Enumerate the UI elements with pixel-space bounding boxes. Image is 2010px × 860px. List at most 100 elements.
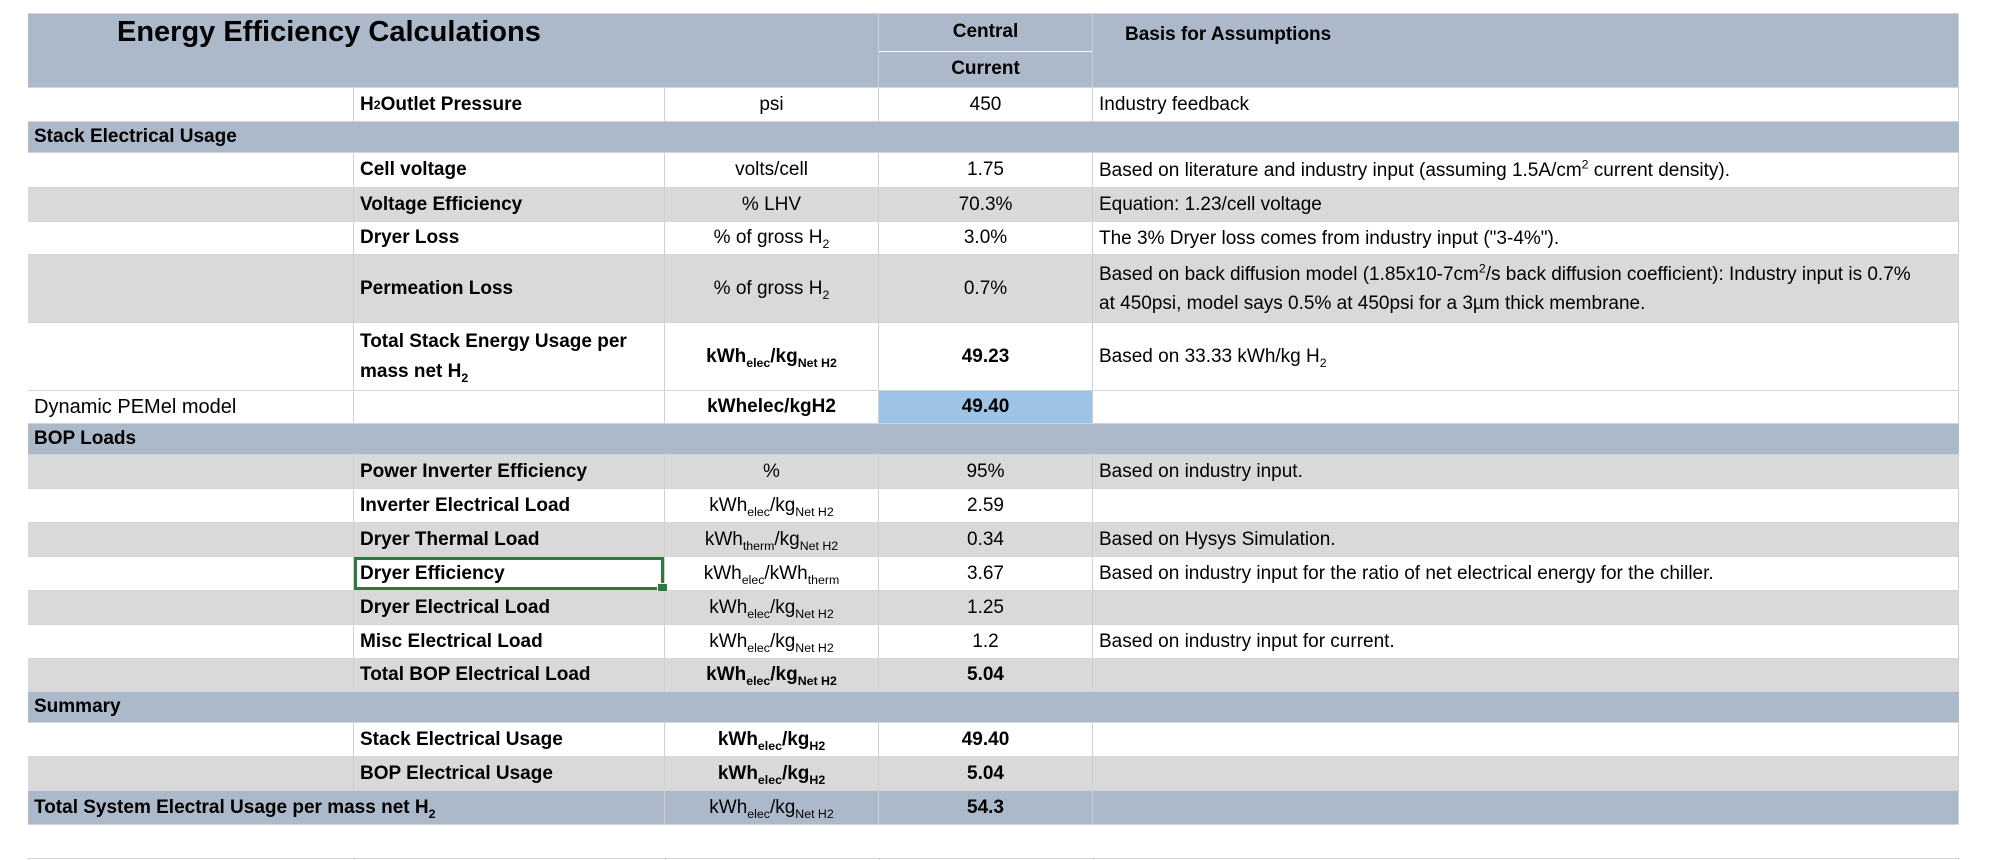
total-bop-unit[interactable]: kWhelec/kgNet H2 <box>665 659 879 691</box>
section-row-bop[interactable]: BOP Loads <box>28 424 1959 455</box>
inverter-efficiency-value[interactable]: 95% <box>879 455 1093 488</box>
cell-voltage-note[interactable]: Based on literature and industry input (… <box>1093 153 1959 187</box>
dryer-loss-unit[interactable]: % of gross H2 <box>665 222 879 254</box>
misc-electrical-note[interactable]: Based on industry input for current. <box>1093 625 1959 658</box>
inverter-efficiency-note[interactable]: Based on industry input. <box>1093 455 1959 488</box>
outlet-pressure-value[interactable]: 450 <box>879 88 1093 121</box>
cell-empty[interactable] <box>28 757 354 790</box>
misc-electrical-label[interactable]: Misc Electrical Load <box>354 625 665 658</box>
cell-empty[interactable] <box>28 523 354 556</box>
total-stack-energy-label[interactable]: Total Stack Energy Usage per mass net H2 <box>354 323 665 390</box>
header-central-cell[interactable]: Central Current <box>879 14 1093 87</box>
cell-empty[interactable] <box>28 625 354 658</box>
summary-stack-value[interactable]: 49.40 <box>879 723 1093 756</box>
outlet-pressure-note[interactable]: Industry feedback <box>1093 88 1959 121</box>
table-row-total-system[interactable]: Total System Electral Usage per mass net… <box>28 791 1959 825</box>
table-row-total-bop[interactable]: Total BOP Electrical Load kWhelec/kgNet … <box>28 659 1959 692</box>
cell-empty[interactable] <box>1093 489 1959 522</box>
summary-bop-unit[interactable]: kWhelec/kgH2 <box>665 757 879 790</box>
voltage-efficiency-label[interactable]: Voltage Efficiency <box>354 188 665 221</box>
sheet-row-empty[interactable] <box>28 0 1959 14</box>
permeation-loss-label[interactable]: Permeation Loss <box>354 255 665 322</box>
cell-empty[interactable] <box>354 391 665 423</box>
table-row-dryer-efficiency[interactable]: Dryer Efficiency kWhelec/kWhtherm 3.67 B… <box>28 557 1959 594</box>
cell-empty[interactable] <box>1093 591 1959 624</box>
header-row[interactable]: Central Current Basis for Assumptions <box>28 14 1959 88</box>
total-system-label[interactable]: Total System Electral Usage per mass net… <box>28 791 665 824</box>
table-row-misc-electrical[interactable]: Misc Electrical Load kWhelec/kgNet H2 1.… <box>28 625 1959 659</box>
dryer-efficiency-value[interactable]: 3.67 <box>879 557 1093 590</box>
cell-empty[interactable] <box>1093 791 1959 824</box>
dryer-efficiency-label-selected-cell[interactable]: Dryer Efficiency <box>354 557 668 594</box>
dryer-efficiency-unit[interactable]: kWhelec/kWhtherm <box>665 557 879 590</box>
cell-empty[interactable] <box>28 557 354 590</box>
total-bop-label[interactable]: Total BOP Electrical Load <box>354 659 665 691</box>
cell-voltage-label[interactable]: Cell voltage <box>354 153 665 187</box>
cell-empty[interactable] <box>28 255 354 322</box>
table-row-inverter-load[interactable]: Inverter Electrical Load kWhelec/kgNet H… <box>28 489 1959 523</box>
table-row-dryer-electrical[interactable]: Dryer Electrical Load kWhelec/kgNet H2 1… <box>28 591 1959 625</box>
dynamic-model-unit[interactable]: kWhelec/kgH2 <box>665 391 879 423</box>
section-row-summary[interactable]: Summary <box>28 692 1959 723</box>
dryer-loss-label[interactable]: Dryer Loss <box>354 222 665 254</box>
permeation-loss-note[interactable]: Based on back diffusion model (1.85x10-7… <box>1093 255 1959 322</box>
cell-voltage-value[interactable]: 1.75 <box>879 153 1093 187</box>
dryer-thermal-label[interactable]: Dryer Thermal Load <box>354 523 665 556</box>
table-row-dynamic-pemel[interactable]: Dynamic PEMel model kWhelec/kgH2 49.40 <box>28 391 1959 424</box>
section-bop-label[interactable]: BOP Loads <box>34 428 137 449</box>
total-stack-energy-unit[interactable]: kWhelec/kgNet H2 <box>665 323 879 390</box>
dryer-thermal-value[interactable]: 0.34 <box>879 523 1093 556</box>
inverter-efficiency-label[interactable]: Power Inverter Efficiency <box>354 455 665 488</box>
cell-empty[interactable] <box>28 153 354 187</box>
total-stack-energy-note[interactable]: Based on 33.33 kWh/kg H2 <box>1093 323 1959 390</box>
cell-empty[interactable] <box>28 455 354 488</box>
table-row-inverter-efficiency[interactable]: Power Inverter Efficiency % 95% Based on… <box>28 455 1959 489</box>
section-row-stack[interactable]: Stack Electrical Usage <box>28 122 1959 153</box>
cell-empty[interactable] <box>1093 757 1959 790</box>
voltage-efficiency-unit[interactable]: % LHV <box>665 188 879 221</box>
dryer-electrical-value[interactable]: 1.25 <box>879 591 1093 624</box>
dryer-thermal-note[interactable]: Based on Hysys Simulation. <box>1093 523 1959 556</box>
summary-bop-value[interactable]: 5.04 <box>879 757 1093 790</box>
sheet-row-empty[interactable] <box>28 825 1959 859</box>
summary-stack-unit[interactable]: kWhelec/kgH2 <box>665 723 879 756</box>
cell-empty[interactable] <box>28 88 354 121</box>
header-basis-cell[interactable]: Basis for Assumptions <box>1093 14 1959 87</box>
table-row-voltage-efficiency[interactable]: Voltage Efficiency % LHV 70.3% Equation:… <box>28 188 1959 222</box>
cell-empty[interactable] <box>28 723 354 756</box>
cell-empty[interactable] <box>28 222 354 254</box>
dryer-electrical-label[interactable]: Dryer Electrical Load <box>354 591 665 624</box>
dryer-electrical-unit[interactable]: kWhelec/kgNet H2 <box>665 591 879 624</box>
inverter-load-value[interactable]: 2.59 <box>879 489 1093 522</box>
inverter-load-unit[interactable]: kWhelec/kgNet H2 <box>665 489 879 522</box>
section-stack-label[interactable]: Stack Electrical Usage <box>34 126 237 147</box>
table-row-permeation-loss[interactable]: Permeation Loss % of gross H2 0.7% Based… <box>28 255 1959 323</box>
dryer-thermal-unit[interactable]: kWhtherm/kgNet H2 <box>665 523 879 556</box>
cell-empty[interactable] <box>28 591 354 624</box>
misc-electrical-unit[interactable]: kWhelec/kgNet H2 <box>665 625 879 658</box>
cell-empty[interactable] <box>1093 391 1959 423</box>
cell-empty[interactable] <box>28 659 354 691</box>
section-summary-label[interactable]: Summary <box>34 696 121 717</box>
permeation-loss-unit[interactable]: % of gross H2 <box>665 255 879 322</box>
dynamic-model-label[interactable]: Dynamic PEMel model <box>28 391 354 423</box>
outlet-pressure-unit[interactable]: psi <box>665 88 879 121</box>
table-row-dryer-thermal[interactable]: Dryer Thermal Load kWhtherm/kgNet H2 0.3… <box>28 523 1959 557</box>
cell-empty[interactable] <box>1093 659 1959 691</box>
cell-empty[interactable] <box>28 489 354 522</box>
dryer-loss-note[interactable]: The 3% Dryer loss comes from industry in… <box>1093 222 1959 254</box>
table-row-summary-stack[interactable]: Stack Electrical Usage kWhelec/kgH2 49.4… <box>28 723 1959 757</box>
cell-empty[interactable] <box>28 188 354 221</box>
dryer-loss-value[interactable]: 3.0% <box>879 222 1093 254</box>
header-title-cell[interactable] <box>28 14 879 87</box>
table-row-dryer-loss[interactable]: Dryer Loss % of gross H2 3.0% The 3% Dry… <box>28 222 1959 255</box>
inverter-load-label[interactable]: Inverter Electrical Load <box>354 489 665 522</box>
summary-stack-label[interactable]: Stack Electrical Usage <box>354 723 665 756</box>
cell-empty[interactable] <box>1093 723 1959 756</box>
total-bop-value[interactable]: 5.04 <box>879 659 1093 691</box>
permeation-loss-value[interactable]: 0.7% <box>879 255 1093 322</box>
summary-bop-label[interactable]: BOP Electrical Usage <box>354 757 665 790</box>
